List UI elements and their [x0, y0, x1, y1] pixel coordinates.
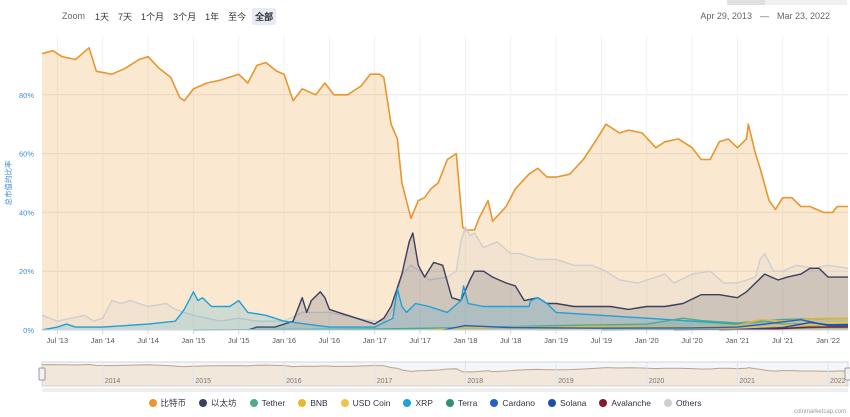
legend-item-usd-coin[interactable]: USD Coin: [340, 398, 391, 408]
legend-label: Solana: [559, 398, 587, 408]
series-tether-line: [193, 317, 849, 331]
navigator-year-label: 2019: [558, 378, 574, 385]
range-to-input[interactable]: Mar 23, 2022: [776, 11, 830, 21]
x-tick-label: Jan '17: [363, 336, 387, 345]
legend-label: Tether: [261, 398, 286, 408]
legend-label: USD Coin: [352, 398, 391, 408]
legend-label: Cardano: [502, 398, 535, 408]
navigator-handle-left[interactable]: [38, 367, 46, 381]
range-from-input[interactable]: Apr 29, 2013: [700, 11, 752, 21]
legend-item-terra[interactable]: Terra: [445, 398, 478, 408]
navigator-year-label: 2022: [830, 378, 846, 385]
x-tick-label: Jul '18: [500, 336, 521, 345]
zoom-all-button[interactable]: 全部: [252, 7, 277, 25]
navigator-handle-right[interactable]: [844, 367, 850, 381]
legend-item-others[interactable]: Others: [663, 398, 702, 408]
zoom-1m-button[interactable]: 1个月: [141, 11, 165, 22]
x-tick-label: Jan '15: [181, 336, 205, 345]
x-tick-label: Jan '19: [544, 336, 568, 345]
legend-item-bnb[interactable]: BNB: [298, 398, 328, 408]
zoom-7d-button[interactable]: 7天: [118, 11, 133, 22]
x-tick-label: Jul '14: [137, 336, 158, 345]
y-tick-label: 40%: [19, 208, 34, 217]
legend-dot: [340, 399, 349, 407]
navigator-year-label: 2021: [739, 378, 755, 385]
range-tab-strip: [727, 0, 847, 5]
navigator-scrollbar: [42, 388, 848, 392]
x-tick-label: Jan '22: [816, 336, 840, 345]
legend-dot: [148, 399, 157, 407]
x-tick-label: Jul '16: [319, 336, 340, 345]
range-separator: —: [759, 11, 769, 21]
chart-legend: 比特币 以太坊 Tether BNB USD Coin XRP Terra Cardano So…: [0, 396, 850, 410]
legend-item-solana[interactable]: Solana: [547, 398, 587, 408]
y-tick-label: 60%: [19, 150, 34, 159]
legend-item-以太坊[interactable]: 以太坊: [199, 397, 237, 409]
legend-label: 比特币: [160, 398, 187, 408]
zoom-3m-button[interactable]: 3个月: [173, 11, 197, 22]
x-tick-label: Jan '14: [91, 336, 115, 345]
legend-dot: [490, 399, 499, 407]
legend-label: Avalanche: [611, 398, 651, 408]
y-axis-title: 总市值的比率: [3, 160, 13, 205]
series-以太坊-line: [247, 232, 848, 331]
legend-dot: [547, 399, 556, 407]
legend-item-比特币[interactable]: 比特币: [148, 397, 187, 409]
legend-label: XRP: [415, 398, 433, 408]
series-xrp-line: [41, 285, 848, 331]
zoom-controls: Zoom 1天 7天 1个月 3个月 1年 至今 全部: [62, 7, 277, 25]
zoom-label: Zoom: [62, 11, 86, 21]
legend-label: 以太坊: [211, 398, 237, 408]
legend-dot: [249, 399, 258, 407]
legend-item-xrp[interactable]: XRP: [403, 398, 433, 408]
credit-text: coinmarketcap.com: [793, 409, 846, 415]
legend-item-tether[interactable]: Tether: [249, 398, 286, 408]
legend-label: Terra: [457, 398, 478, 408]
legend-dot: [445, 399, 454, 407]
x-tick-label: Jan '21: [725, 336, 749, 345]
series-others-area: [42, 227, 848, 330]
navigator-year-label: 2020: [649, 378, 665, 385]
x-tick-label: Jan '18: [453, 336, 477, 345]
zoom-1d-button[interactable]: 1天: [95, 11, 110, 22]
y-tick-label: 20%: [19, 267, 34, 276]
navigator-year-label: 2015: [195, 378, 211, 385]
legend-dot: [663, 399, 672, 407]
date-range: Apr 29, 2013 — Mar 23, 2022: [700, 8, 830, 24]
x-tick-label: Jul '15: [228, 336, 249, 345]
series-比特币-area: [42, 47, 848, 331]
x-tick-label: Jul '13: [47, 336, 68, 345]
zoom-ytd-button[interactable]: 至今: [228, 11, 247, 22]
legend-item-avalanche[interactable]: Avalanche: [599, 398, 651, 408]
x-tick-label: Jan '20: [635, 336, 659, 345]
x-tick-label: Jan '16: [272, 336, 296, 345]
navigator-year-label: 2016: [286, 378, 302, 385]
legend-dot: [298, 399, 307, 407]
series-以太坊-area: [247, 233, 849, 330]
x-tick-label: Jul '17: [409, 336, 430, 345]
legend-dot: [599, 399, 608, 407]
series-xrp-area: [42, 285, 848, 330]
y-tick-label: 80%: [19, 91, 34, 100]
navigator-year-label: 2014: [105, 378, 121, 385]
range-tab-active: [727, 0, 765, 5]
series-比特币-line: [41, 47, 848, 231]
x-tick-label: Jul '21: [772, 336, 793, 345]
x-tick-label: Jul '20: [681, 336, 702, 345]
legend-dot: [199, 399, 208, 407]
legend-label: BNB: [310, 398, 328, 408]
navigator-year-label: 2017: [377, 378, 393, 385]
plot-area: [42, 36, 848, 330]
legend-item-cardano[interactable]: Cardano: [490, 398, 535, 408]
x-tick-label: Jul '19: [591, 336, 612, 345]
series-others-line: [41, 226, 849, 322]
navigator-year-label: 2018: [467, 378, 483, 385]
legend-dot: [403, 399, 412, 407]
y-tick-label: 0%: [23, 326, 34, 335]
zoom-1y-button[interactable]: 1年: [205, 11, 220, 22]
legend-label: Others: [675, 398, 702, 408]
